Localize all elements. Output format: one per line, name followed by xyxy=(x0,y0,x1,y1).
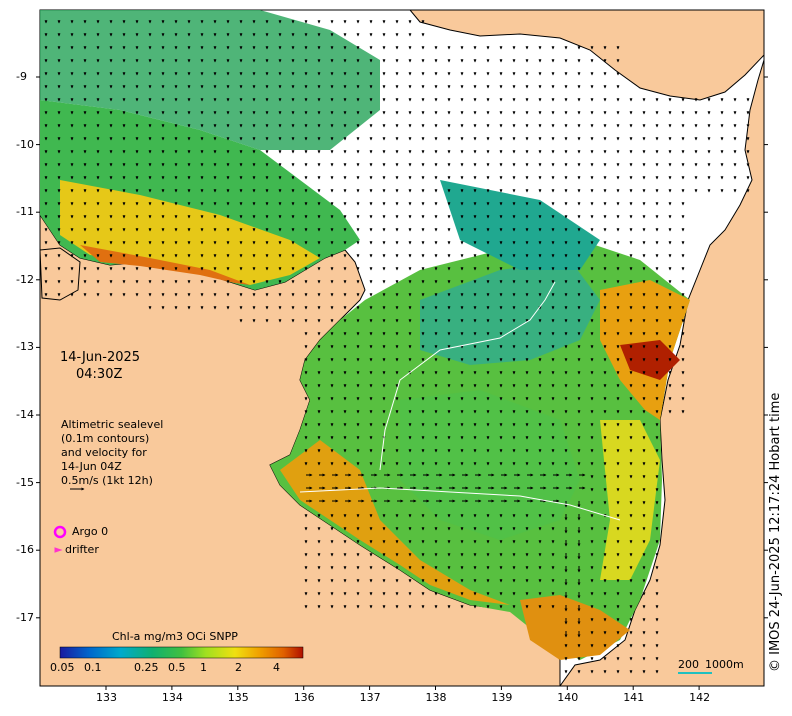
map-time: 04:30Z xyxy=(76,367,123,382)
colorbar-tick-label: 1 xyxy=(200,661,207,674)
colorbar-tick-label: 2 xyxy=(235,661,242,674)
drifter-marker xyxy=(54,547,63,553)
x-tick-label: 135 xyxy=(227,691,249,704)
sealevel-line-2: (0.1m contours) xyxy=(61,432,150,445)
y-tick-label: -12 xyxy=(16,272,34,286)
sealevel-line-4: 14-Jun 04Z xyxy=(61,460,122,473)
x-tick-label: 134 xyxy=(161,691,183,704)
colorbar-tick-label: 0.5 xyxy=(168,661,186,674)
argo-marker xyxy=(53,525,67,539)
land-island-wessel xyxy=(39,247,81,301)
colorbar-tick-label: 0.1 xyxy=(84,661,102,674)
y-tick-label: -15 xyxy=(16,475,34,489)
y-tick-label: -13 xyxy=(16,340,34,354)
y-tick-label: -14 xyxy=(16,408,34,421)
axis-ticks xyxy=(36,76,768,690)
map-date: 14-Jun-2025 xyxy=(60,350,141,365)
x-tick-label: 139 xyxy=(491,691,513,704)
colorbar-tick-label: 0.25 xyxy=(134,661,159,674)
y-tick-label: -16 xyxy=(16,543,34,557)
scale-small-label: 200 xyxy=(678,658,699,671)
x-tick-label: 140 xyxy=(557,691,579,704)
sealevel-line-1: Altimetric sealevel xyxy=(61,418,164,431)
y-tick-label: -10 xyxy=(16,137,34,151)
colorbar xyxy=(59,646,304,659)
sealevel-line-5: 0.5m/s (1kt 12h) xyxy=(61,474,153,487)
imos-credit: © IMOS 24-Jun-2025 12:17:24 Hobart time xyxy=(768,392,783,672)
x-tick-label: 133 xyxy=(96,691,117,704)
y-tick-label: -9 xyxy=(16,70,27,83)
sealevel-legend: Altimetric sealevel (0.1m contours) and … xyxy=(61,418,163,488)
y-tick-label: -11 xyxy=(16,205,34,219)
land-north xyxy=(408,9,765,101)
colorbar-tick-label: 0.05 xyxy=(50,661,75,674)
x-tick-label: 142 xyxy=(689,691,711,704)
y-tick-label: -17 xyxy=(16,610,34,624)
velocity-arrows xyxy=(44,20,750,674)
x-tick-label: 138 xyxy=(425,691,447,704)
x-tick-label: 137 xyxy=(359,691,381,704)
sealevel-contour xyxy=(299,281,621,521)
colorbar-tick-label: 4 xyxy=(273,661,280,674)
chlorophyll-field xyxy=(40,10,690,660)
drifter-label: drifter xyxy=(65,543,99,556)
scale-large-label: 1000m xyxy=(705,658,744,671)
colorbar-title: Chl-a mg/m3 OCi SNPP xyxy=(112,630,238,643)
argo-label: Argo 0 xyxy=(72,525,109,538)
sealevel-line-3: and velocity for xyxy=(61,446,147,459)
land-east xyxy=(559,10,765,687)
x-tick-label: 136 xyxy=(293,691,315,704)
x-tick-label: 141 xyxy=(623,691,645,704)
